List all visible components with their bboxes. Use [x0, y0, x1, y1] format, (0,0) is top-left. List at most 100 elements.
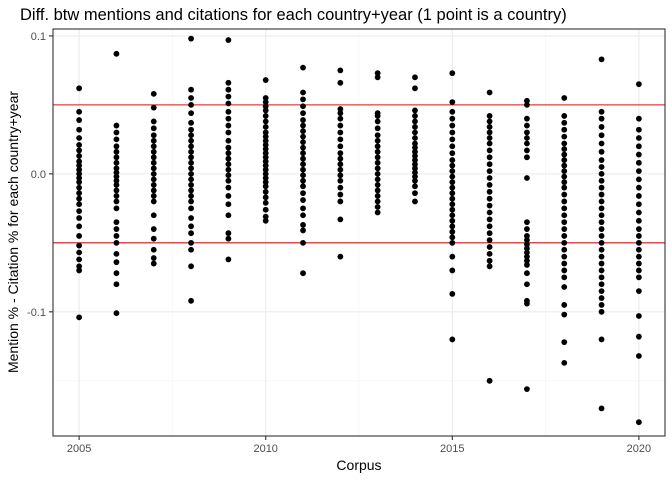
data-point [598, 308, 605, 315]
data-point [561, 253, 568, 260]
data-point [635, 201, 642, 208]
data-point [337, 136, 344, 143]
data-point [524, 135, 530, 141]
data-point [598, 246, 605, 253]
data-point [635, 135, 642, 141]
data-point [598, 239, 605, 246]
data-point [113, 122, 120, 129]
data-point [561, 95, 568, 101]
data-point [113, 136, 120, 143]
data-point [76, 175, 83, 181]
data-point [113, 250, 120, 257]
data-point [635, 143, 642, 150]
data-point [262, 183, 269, 190]
data-point [635, 151, 642, 158]
data-point [412, 177, 418, 184]
data-point [76, 158, 83, 165]
data-point [113, 50, 120, 57]
data-point [486, 195, 493, 202]
data-point [150, 118, 157, 125]
data-point [76, 117, 83, 123]
data-point [150, 159, 157, 166]
data-point [113, 219, 120, 226]
data-point [524, 147, 530, 154]
data-point [374, 125, 381, 132]
data-point [524, 140, 530, 147]
data-point [598, 274, 605, 281]
data-point [561, 173, 568, 180]
data-point [300, 190, 306, 197]
data-point [113, 148, 120, 155]
data-point [524, 245, 530, 252]
data-point [76, 141, 83, 148]
data-point [188, 165, 194, 172]
data-point [76, 135, 83, 141]
data-point [337, 172, 344, 179]
data-point [486, 161, 493, 168]
data-point [524, 219, 530, 226]
data-point [188, 132, 194, 139]
data-point [449, 122, 456, 129]
data-point [300, 110, 306, 117]
data-point [188, 126, 194, 133]
data-point [449, 190, 456, 197]
data-point [76, 153, 83, 159]
data-point [561, 119, 568, 126]
data-point [561, 359, 568, 366]
data-point [561, 233, 568, 239]
data-point [561, 184, 568, 191]
data-point [225, 108, 232, 115]
data-point [225, 129, 232, 136]
data-point [524, 101, 530, 108]
data-point [300, 212, 306, 219]
data-point [412, 85, 418, 92]
data-point [113, 239, 120, 246]
data-point [635, 333, 642, 340]
data-point [225, 155, 232, 162]
data-point [598, 177, 605, 184]
data-point [113, 310, 120, 317]
data-point [262, 107, 269, 114]
data-point [524, 154, 530, 161]
data-point [150, 235, 157, 242]
data-point [524, 253, 530, 260]
data-point [374, 198, 381, 205]
data-point [561, 205, 568, 212]
data-point [486, 377, 493, 384]
data-point [113, 177, 120, 184]
data-point [225, 166, 232, 173]
data-point [188, 148, 194, 155]
data-point [300, 122, 306, 129]
data-point [374, 137, 381, 144]
data-point [337, 67, 344, 74]
data-point [374, 74, 381, 81]
data-point [150, 170, 157, 177]
data-point [262, 206, 269, 213]
data-point [412, 173, 418, 180]
data-point [188, 95, 194, 101]
data-point [486, 168, 493, 175]
data-point [113, 259, 120, 266]
data-point [300, 166, 306, 173]
data-point [449, 217, 456, 224]
y-axis-title: Mention % - Citation % for each country+… [5, 91, 21, 373]
y-axis: -0.1 0.0 0.1 [27, 31, 53, 319]
data-point [337, 191, 344, 198]
data-point [412, 144, 418, 151]
data-point [188, 176, 194, 183]
data-point [150, 165, 157, 172]
data-point [225, 177, 232, 184]
data-point [449, 239, 456, 246]
data-point [598, 212, 605, 219]
data-point [449, 168, 456, 175]
data-point [225, 150, 232, 157]
data-point [486, 250, 493, 257]
data-point [561, 226, 568, 232]
data-point [262, 170, 269, 177]
data-point [486, 140, 493, 147]
data-point [561, 157, 568, 163]
data-point [449, 179, 456, 186]
data-point [598, 124, 605, 130]
data-point [449, 108, 456, 115]
data-point [524, 115, 530, 122]
